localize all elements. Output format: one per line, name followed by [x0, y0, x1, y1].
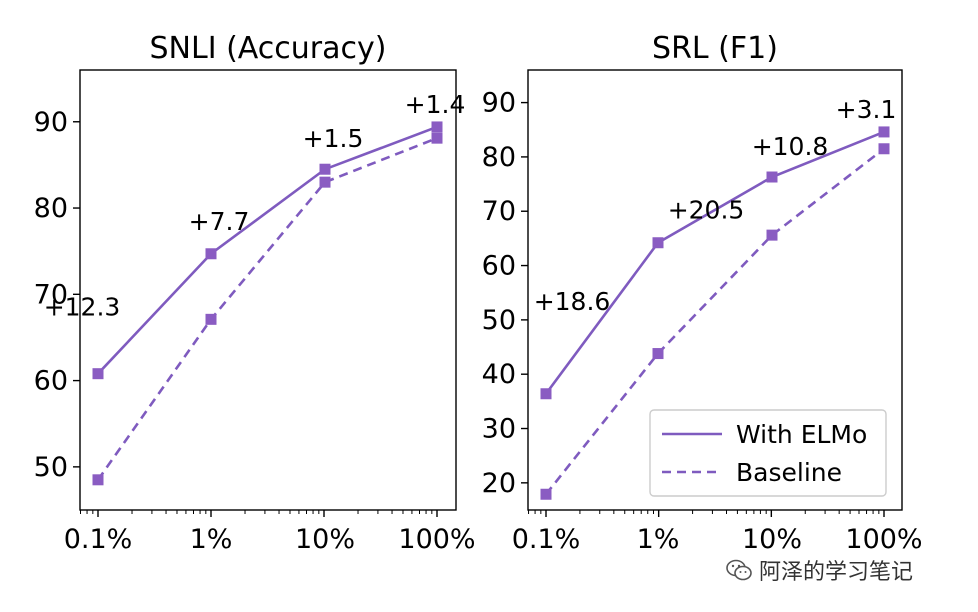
y-tick-label: 50 — [34, 452, 68, 483]
gain-annotation: +3.1 — [836, 95, 897, 124]
y-tick-label: 60 — [482, 251, 516, 282]
data-point-baseline — [878, 143, 890, 155]
data-point-baseline — [205, 313, 217, 325]
plot-frame-2 — [527, 69, 903, 511]
data-point-with-elmo — [766, 171, 778, 183]
y-tick-label: 80 — [482, 142, 516, 173]
data-point-baseline — [431, 132, 443, 144]
x-tick-label: 0.1% — [64, 524, 133, 555]
chart-title-1: SNLI (Accuracy) — [150, 31, 387, 66]
legend-box — [649, 409, 887, 497]
x-tick-label: 10% — [295, 524, 355, 555]
data-point-with-elmo — [652, 237, 664, 249]
gain-annotation: +10.8 — [752, 132, 829, 161]
watermark: 阿泽的学习笔记 — [725, 552, 913, 588]
x-tick-label: 1% — [637, 524, 680, 555]
y-tick-label: 80 — [34, 193, 68, 224]
data-point-baseline — [766, 229, 778, 241]
y-tick-label: 90 — [482, 88, 516, 119]
legend-label: Baseline — [736, 458, 842, 487]
data-point-with-elmo — [205, 248, 217, 260]
y-tick-label: 50 — [482, 305, 516, 336]
watermark-text: 阿泽的学习笔记 — [759, 560, 914, 585]
gain-annotation: +1.5 — [303, 124, 364, 153]
series-line-with-elmo — [97, 125, 438, 375]
data-point-with-elmo — [878, 126, 890, 138]
data-point-with-elmo — [319, 163, 331, 175]
y-tick-label: 40 — [482, 359, 516, 390]
data-point-baseline — [652, 348, 664, 360]
data-point-with-elmo — [540, 388, 552, 400]
x-tick-label: 0.1% — [512, 524, 581, 555]
y-tick-label: 70 — [34, 279, 68, 310]
gain-annotation: +18.6 — [534, 287, 611, 316]
gain-annotation: +1.4 — [405, 90, 466, 119]
x-tick-label: 10% — [742, 524, 802, 555]
data-point-baseline — [540, 488, 552, 500]
series-line-baseline — [96, 136, 438, 481]
chart-title-2: SRL (F1) — [652, 31, 778, 66]
y-tick-label: 30 — [482, 414, 516, 445]
plot-frame-1 — [79, 69, 457, 511]
data-point-with-elmo — [431, 121, 443, 133]
x-tick-label: 100% — [398, 524, 475, 555]
y-tick-label: 70 — [482, 196, 516, 227]
x-tick-label: 100% — [845, 524, 922, 555]
gain-annotation: +7.7 — [189, 207, 250, 236]
gain-annotation: +12.3 — [44, 293, 121, 322]
data-point-baseline — [92, 474, 104, 486]
x-tick-label: 1% — [190, 524, 233, 555]
y-tick-label: 90 — [34, 107, 68, 138]
y-tick-label: 60 — [34, 366, 68, 397]
data-point-baseline — [319, 176, 331, 188]
wechat-icon — [726, 559, 752, 581]
data-point-with-elmo — [92, 368, 104, 380]
y-tick-label: 20 — [482, 468, 516, 499]
series-line-baseline — [544, 147, 885, 496]
series-line-with-elmo — [544, 130, 885, 395]
legend-label: With ELMo — [736, 420, 867, 449]
gain-annotation: +20.5 — [668, 196, 745, 225]
